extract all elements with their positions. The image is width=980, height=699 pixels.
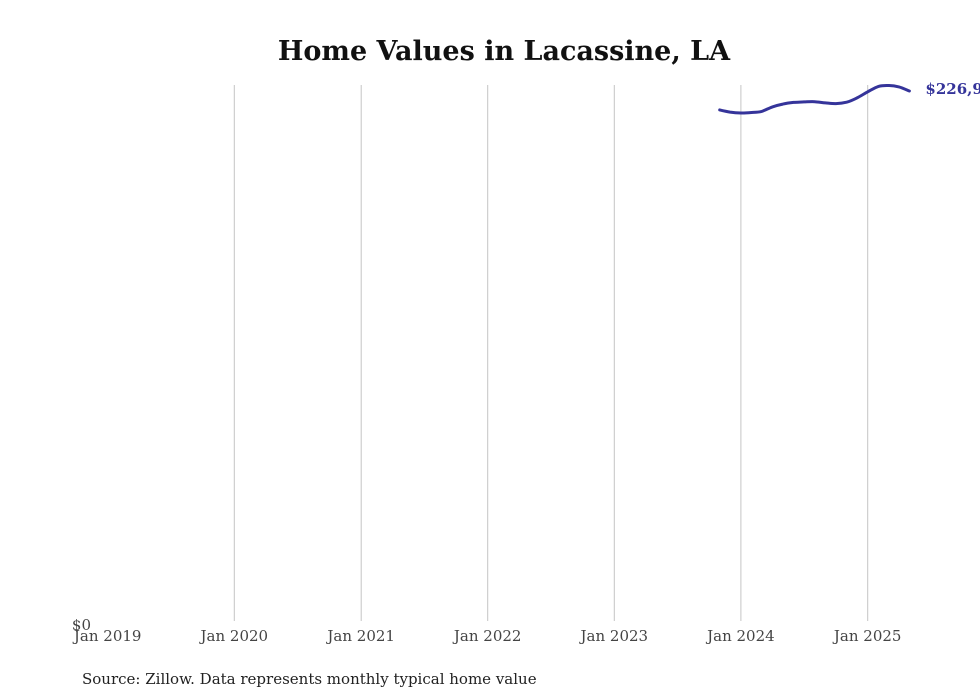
x-tick-label-jan-2019: Jan 2019 bbox=[72, 627, 142, 645]
x-axis-ticks: Jan 2019 Jan 2020 Jan 2021 Jan 2022 Jan 2023… bbox=[72, 627, 902, 645]
data-point-2025-03-01 bbox=[886, 84, 890, 88]
data-point-2024-01-01 bbox=[739, 111, 743, 115]
data-point-2024-08-01 bbox=[813, 100, 817, 104]
series-end-value-label: $226,965 bbox=[925, 80, 980, 98]
x-tick-label-jan-2021: Jan 2021 bbox=[325, 627, 395, 645]
data-point-2025-02-01 bbox=[877, 84, 881, 88]
data-point-2025-05-01 bbox=[907, 89, 911, 93]
data-point-2024-11-01 bbox=[845, 100, 849, 104]
data-point-2024-05-01 bbox=[781, 102, 785, 106]
chart-title: Home Values in Lacassine, LA bbox=[278, 36, 731, 67]
data-point-2025-04-01 bbox=[897, 85, 901, 89]
y-tick-label-zero: $0 bbox=[72, 616, 91, 634]
data-point-2023-12-01 bbox=[728, 110, 732, 114]
data-point-2025-01-01 bbox=[866, 90, 870, 94]
series-layer: $226,965 bbox=[718, 80, 980, 115]
data-point-2024-10-01 bbox=[834, 102, 838, 106]
data-point-2024-04-01 bbox=[770, 105, 774, 109]
x-tick-label-jan-2024: Jan 2024 bbox=[705, 627, 775, 645]
gridlines bbox=[233, 85, 869, 621]
source-note: Source: Zillow. Data represents monthly … bbox=[82, 670, 537, 688]
x-tick-label-jan-2022: Jan 2022 bbox=[452, 627, 522, 645]
series-line-home-value bbox=[718, 83, 911, 115]
x-tick-label-jan-2020: Jan 2020 bbox=[199, 627, 269, 645]
data-point-2024-09-01 bbox=[823, 101, 827, 105]
data-point-2024-06-01 bbox=[792, 100, 796, 104]
x-tick-label-jan-2023: Jan 2023 bbox=[579, 627, 649, 645]
y-axis-ticks: $0 bbox=[72, 616, 91, 634]
x-tick-label-jan-2025: Jan 2025 bbox=[832, 627, 902, 645]
data-point-2024-12-01 bbox=[855, 96, 859, 100]
data-point-2023-11-01 bbox=[718, 108, 722, 112]
data-point-2024-07-01 bbox=[802, 100, 806, 104]
data-point-2024-02-01 bbox=[750, 111, 754, 115]
data-point-2024-03-01 bbox=[760, 109, 764, 113]
